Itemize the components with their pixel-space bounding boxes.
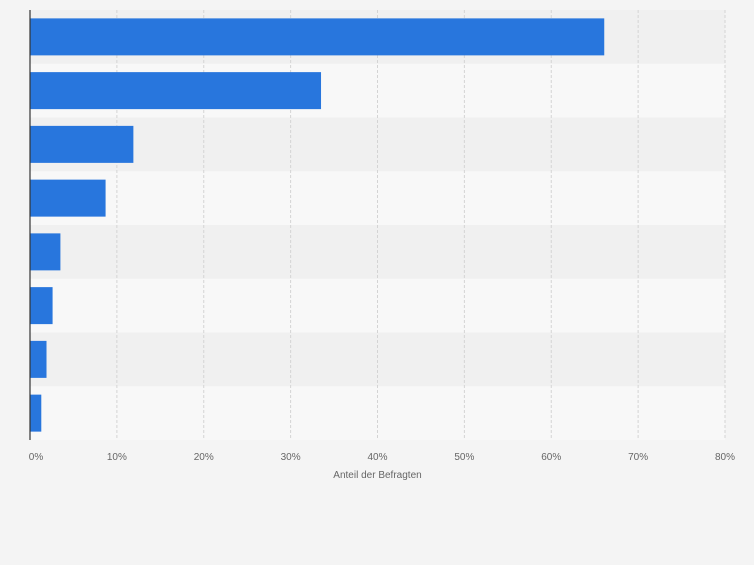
x-axis-label: Anteil der Befragten [333,470,421,481]
bar [30,72,322,110]
bars [30,18,605,432]
bar [30,340,47,378]
x-tick-label: 40% [367,452,387,463]
bar [30,233,61,271]
x-tick-label: 30% [281,452,301,463]
x-tick-label: 10% [107,452,127,463]
bar [30,394,42,432]
x-tick-label: 80% [715,452,735,463]
x-tick-label: 20% [194,452,214,463]
bar [30,179,106,217]
bar [30,125,134,163]
x-tick-label: 60% [541,452,561,463]
x-axis-ticks: 0% 10% 20% 30% 40% 50% 60% 70% 80% [29,452,735,463]
x-tick-label: 0% [29,452,44,463]
x-tick-label: 70% [628,452,648,463]
bar [30,18,605,56]
bar [30,287,53,325]
x-tick-label: 50% [454,452,474,463]
